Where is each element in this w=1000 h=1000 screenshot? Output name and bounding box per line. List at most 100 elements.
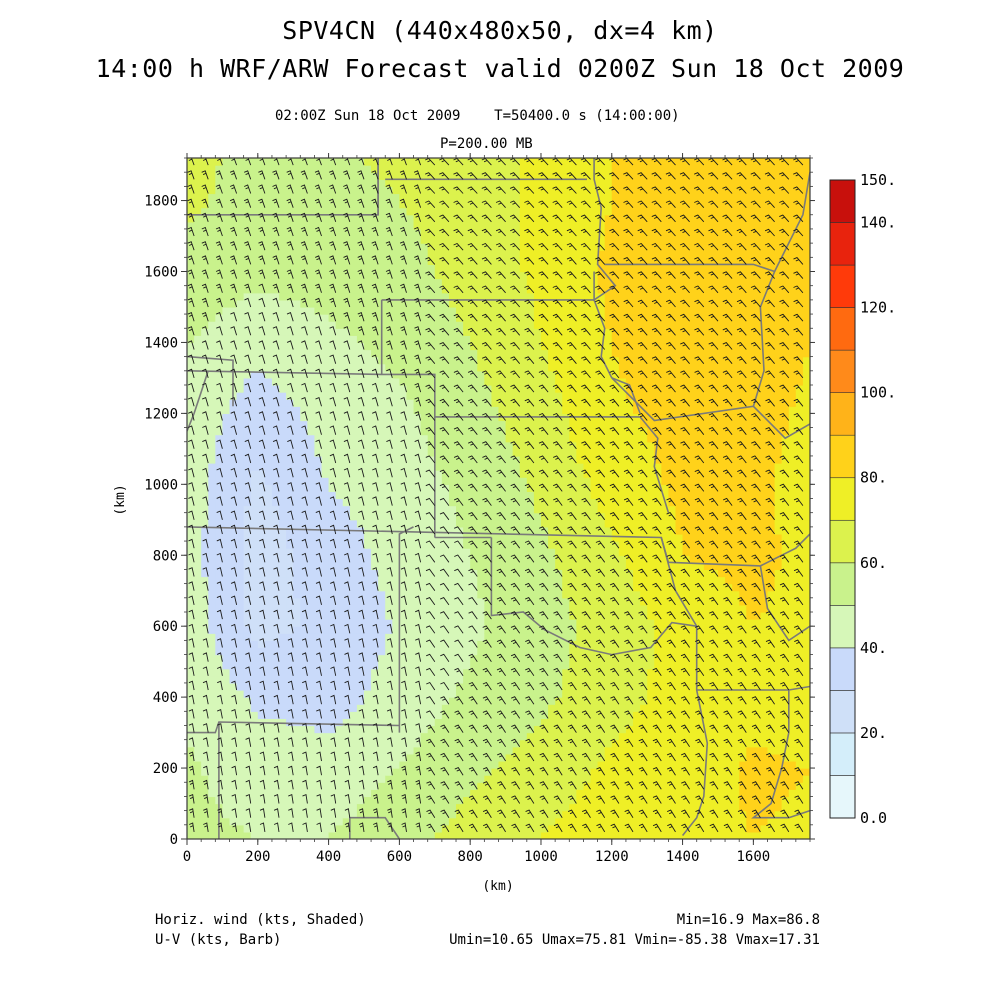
speed-cell [201,768,209,776]
speed-cell [314,441,323,450]
speed-cell [271,753,280,762]
speed-cell [420,377,429,386]
speed-cell [250,484,259,493]
speed-cell [257,321,266,329]
speed-cell [399,328,408,336]
speed-cell [264,711,273,720]
speed-cell [342,370,351,379]
speed-cell [194,817,202,826]
speed-cell [413,725,422,734]
speed-cell [427,505,436,514]
speed-cell [271,831,280,839]
speed-cell [505,214,514,223]
speed-cell [335,548,344,556]
speed-cell [222,385,231,393]
speed-cell [420,399,429,407]
speed-cell [512,463,521,471]
speed-cell [208,165,216,173]
speed-cell [505,604,514,613]
speed-cell [548,746,556,755]
speed-cell [456,477,464,485]
speed-cell [434,604,443,613]
speed-cell [448,725,457,734]
speed-cell [392,519,400,528]
speed-cell [271,541,280,549]
speed-cell [271,597,280,606]
speed-cell [548,214,556,223]
speed-cell [498,704,507,712]
speed-cell [406,321,415,329]
speed-cell [477,434,485,443]
speed-cell [286,420,294,429]
speed-cell [194,271,202,280]
speed-cell [540,363,549,372]
speed-cell [279,789,287,798]
speed-cell [356,306,365,315]
speed-cell [314,448,323,457]
speed-cell [441,583,450,592]
speed-cell [271,463,280,471]
speed-cell [420,619,429,627]
speed-cell [356,512,365,521]
speed-cell [385,285,393,294]
speed-cell [215,668,223,677]
speed-cell [413,200,422,209]
speed-cell [463,370,471,379]
speed-cell [293,548,301,556]
speed-cell [194,796,202,805]
speed-cell [463,753,471,762]
speed-cell [271,533,280,542]
speed-cell [533,399,542,407]
speed-cell [420,597,429,606]
speed-cell [526,236,535,244]
speed-cell [201,604,209,613]
speed-cell [456,278,464,287]
speed-cell [194,831,202,839]
speed-cell [222,370,231,379]
speed-cell [208,612,216,620]
speed-cell [540,533,549,542]
speed-cell [286,753,294,762]
speed-cell [399,775,408,783]
speed-cell [243,675,252,684]
speed-cell [279,243,287,251]
speed-cell [321,711,330,720]
speed-cell [208,306,216,315]
speed-cell [406,654,415,663]
speed-cell [441,420,450,429]
speed-cell [222,562,231,571]
speed-cell [194,633,202,641]
speed-cell [505,264,514,273]
speed-cell [271,342,280,351]
speed-cell [378,427,386,436]
speed-cell [378,718,386,727]
speed-cell [498,498,507,507]
speed-cell [314,533,323,542]
speed-cell [356,796,365,805]
speed-cell [470,718,478,727]
speed-cell [399,640,408,649]
speed-cell [406,491,415,500]
speed-cell [491,299,500,308]
speed-cell [399,214,408,223]
speed-cell [342,760,351,769]
speed-cell [385,321,393,329]
speed-cell [222,236,231,244]
speed-cell [328,548,337,556]
speed-cell [498,718,507,727]
speed-cell [420,158,429,166]
speed-cell [548,824,556,833]
speed-cell [201,264,209,273]
speed-cell [427,824,436,833]
speed-cell [328,292,337,301]
speed-cell [519,633,528,641]
speed-cell [250,789,259,798]
speed-cell [533,562,542,571]
speed-cell [519,626,528,634]
speed-cell [540,675,549,684]
speed-cell [484,711,493,720]
speed-cell [307,193,316,202]
speed-cell [470,448,478,457]
speed-cell [335,186,344,195]
speed-cell [243,633,252,641]
